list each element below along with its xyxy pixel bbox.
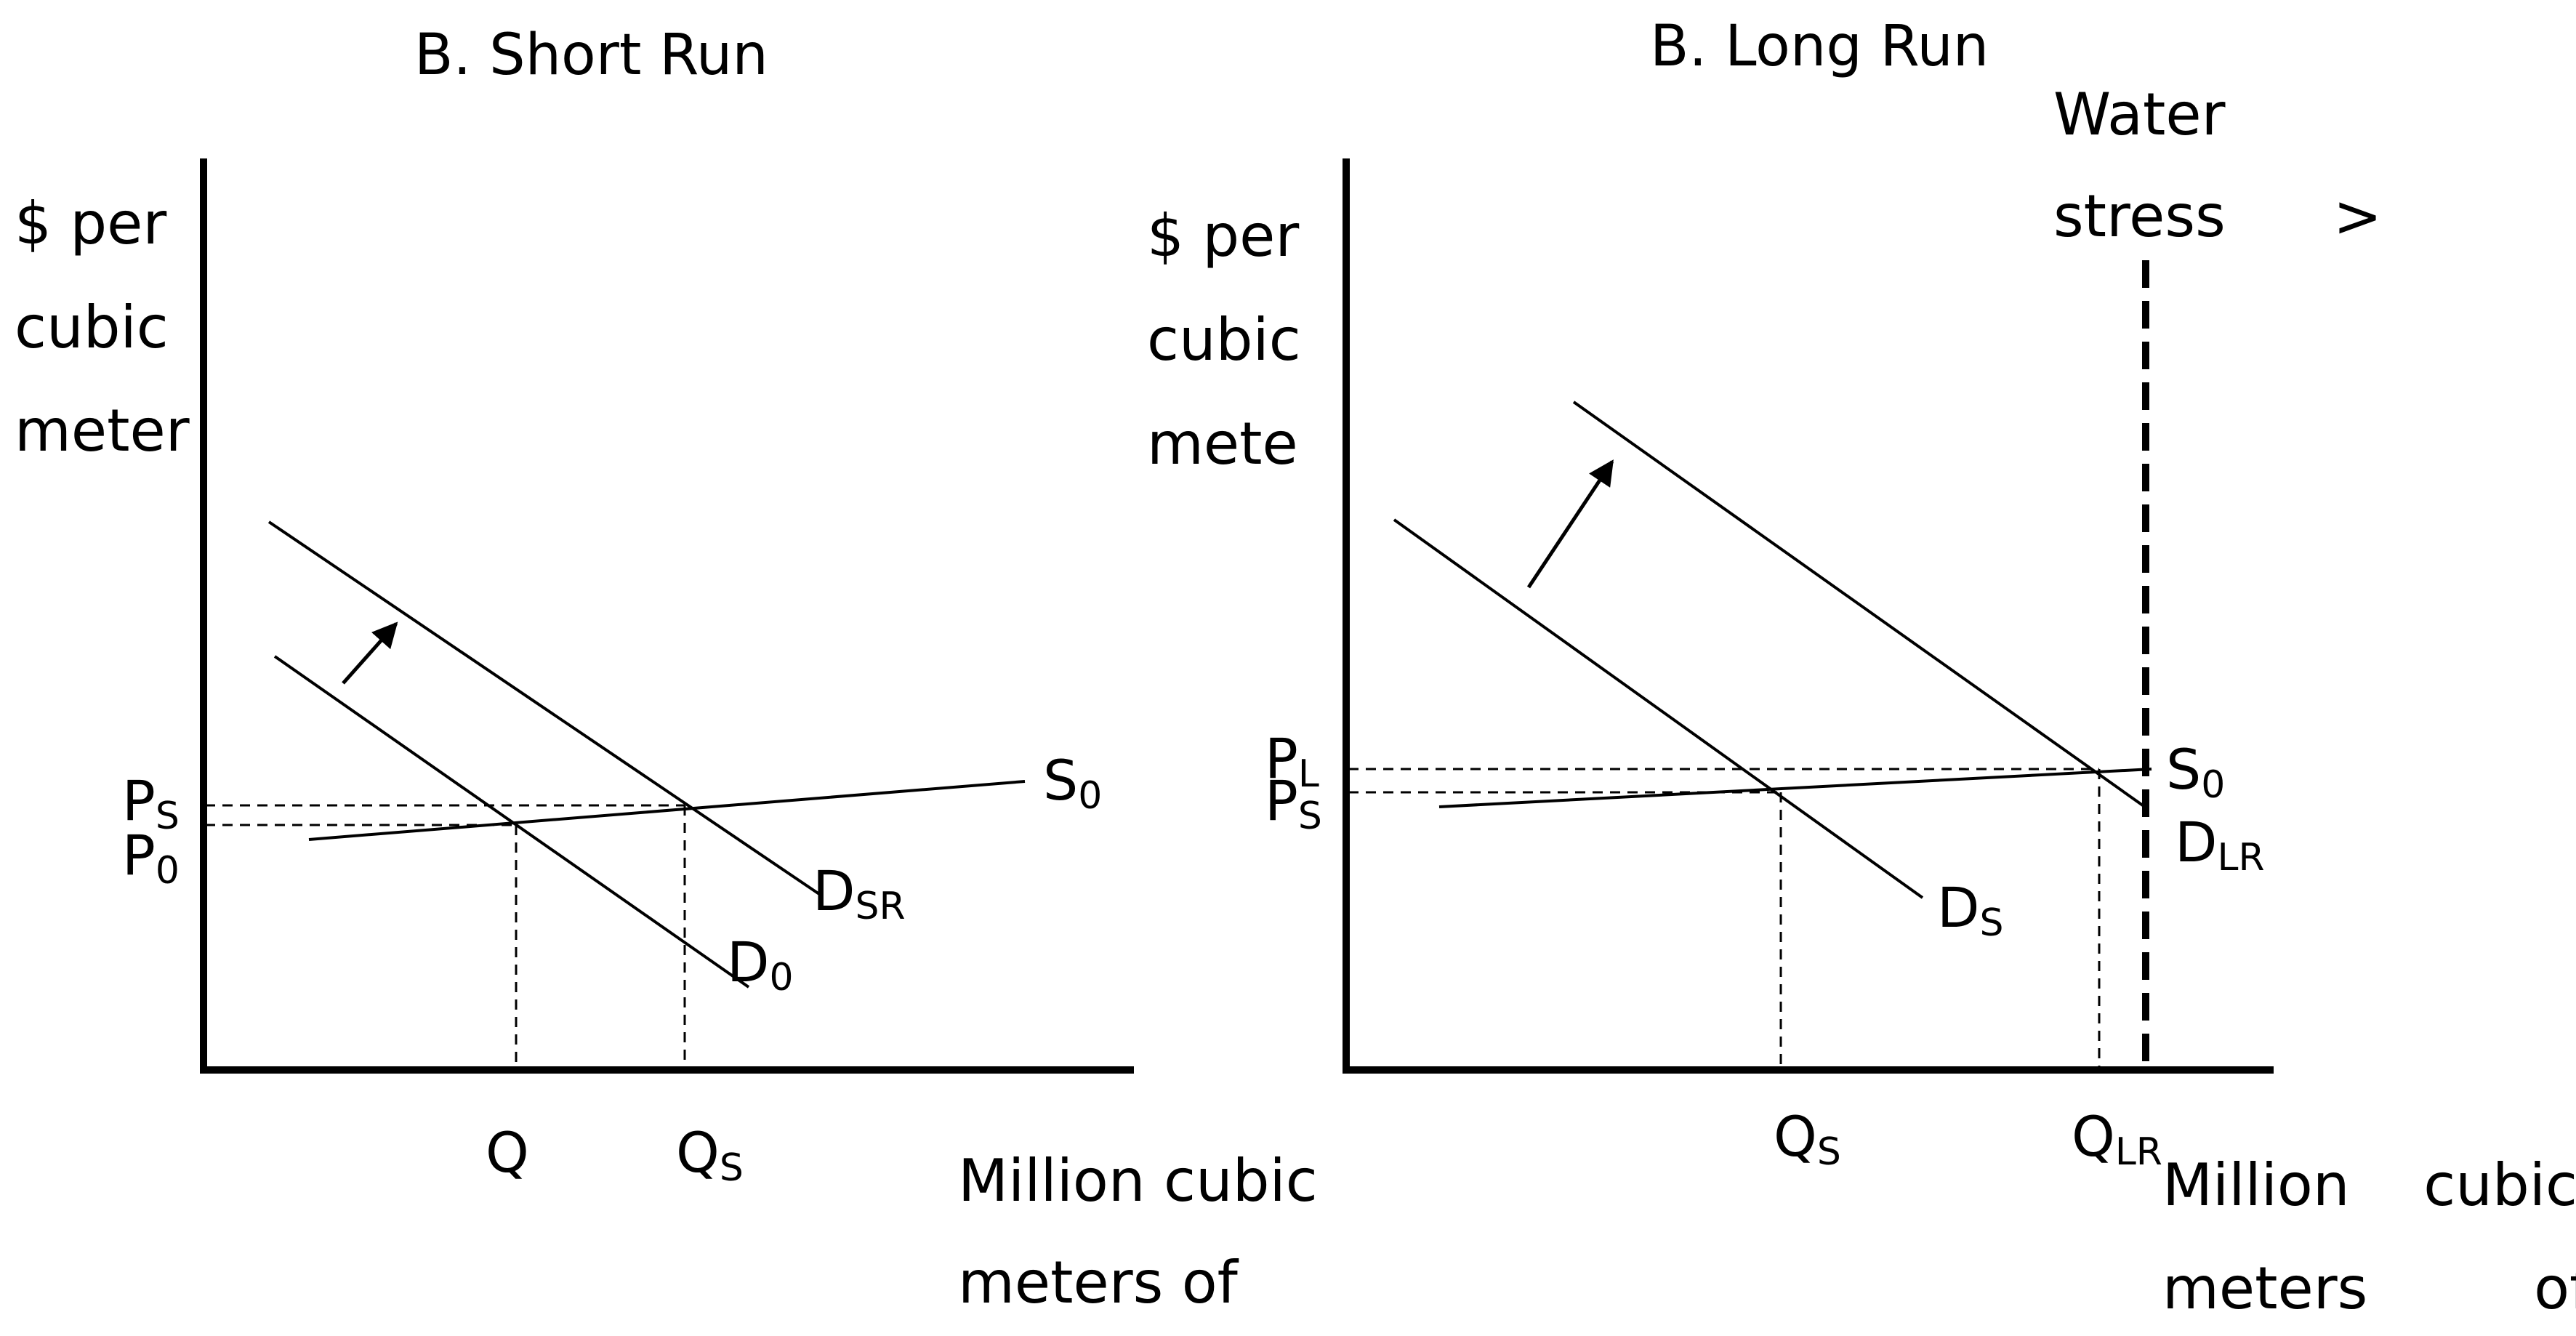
- long-run-guides: [1348, 768, 2101, 1069]
- short-run-demand-0-label: D0: [727, 930, 794, 999]
- long-run-y-label-line-3: mete: [1147, 410, 1298, 478]
- short-run-x-label: Million cubic meters of: [958, 1147, 1318, 1316]
- short-run-supply-label: S0: [1043, 748, 1102, 818]
- long-run-demand-lr-curve: [1572, 401, 2149, 810]
- long-run-supply-curve: [1438, 768, 2152, 808]
- short-run-price-0-label: P0: [122, 823, 180, 893]
- water-stress-line-1: Water: [2053, 81, 2226, 148]
- short-run-y-label-line-3: meter: [15, 397, 190, 464]
- short-run-demand-sr-label: DSR: [813, 858, 906, 928]
- short-run-shift-arrow: [342, 621, 398, 685]
- long-run-demand-s-curve: [1393, 518, 1924, 899]
- short-run-quantity-s-label: QS: [676, 1120, 744, 1190]
- short-run-supply-curve: [308, 780, 1026, 841]
- short-run-y-label-line-1: $ per: [15, 190, 166, 257]
- long-run-y-label: $ per cubic mete: [1147, 202, 1301, 478]
- water-stress-label: Water stress >: [2053, 81, 2382, 250]
- long-run-y-label-line-1: $ per: [1147, 202, 1299, 270]
- long-run-x-label-line-1: Million cubic: [2162, 1151, 2576, 1219]
- long-run-price-s-label: PS: [1265, 768, 1322, 838]
- short-run-x-label-line-1: Million cubic: [958, 1147, 1318, 1215]
- short-run-price-s-label: PS: [122, 768, 180, 838]
- short-run-quantity-label: Q: [486, 1120, 529, 1185]
- short-run-title: B. Short Run: [414, 23, 768, 88]
- long-run-quantity-lr-label: QLR: [2072, 1104, 2162, 1174]
- long-run-title: B. Long Run: [1650, 14, 1989, 79]
- water-stress-line-2: stress: [2053, 182, 2226, 250]
- long-run-shift-arrow: [1526, 459, 1614, 589]
- short-run-panel: B. Short Run $ per cubic meter S0 DSR D0…: [15, 23, 1318, 1316]
- short-run-guides: [205, 804, 686, 1069]
- long-run-supply-label: S0: [2166, 737, 2225, 807]
- long-run-demand-s-label: DS: [1937, 875, 2004, 945]
- water-stress-arrow-glyph: >: [2333, 182, 2382, 250]
- long-run-y-label-line-2: cubic: [1147, 306, 1301, 374]
- long-run-price-l-label: PL: [1265, 726, 1319, 796]
- short-run-demand-sr-curve: [267, 520, 823, 897]
- long-run-x-label-line-2: meters of: [2162, 1255, 2576, 1322]
- short-run-x-label-line-2: meters of: [958, 1249, 1239, 1316]
- short-run-demand-0-curve: [273, 655, 750, 989]
- long-run-demand-lr-label: DLR: [2175, 810, 2265, 880]
- long-run-quantity-s-label: QS: [1774, 1104, 1841, 1174]
- short-run-y-label: $ per cubic meter: [15, 190, 190, 464]
- long-run-panel: B. Long Run Water stress > $ per cubic m…: [1147, 14, 2576, 1322]
- long-run-x-label: Million cubic meters of: [2162, 1151, 2576, 1322]
- short-run-y-label-line-2: cubic: [15, 294, 169, 361]
